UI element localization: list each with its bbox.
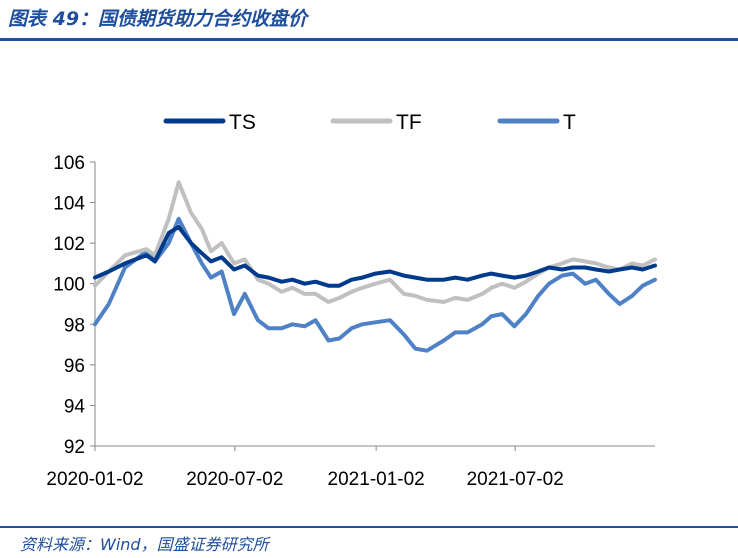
legend-label-t: T <box>563 111 576 134</box>
figure-title: 图表 49：国债期货助力合约收盘价 <box>8 8 308 30</box>
legend-label-tf: TF <box>396 111 422 134</box>
y-tick-label: 106 <box>53 153 85 174</box>
x-tick-label: 2020-07-02 <box>186 469 283 490</box>
series-line-t <box>93 216 657 353</box>
x-tick-label: 2021-07-02 <box>467 469 564 490</box>
y-tick-label: 92 <box>64 437 85 458</box>
title-rule <box>0 38 738 41</box>
x-tick-label: 2020-01-02 <box>46 469 143 490</box>
chart-legend: TS TF T <box>163 111 576 134</box>
y-tick-label: 94 <box>64 396 86 417</box>
source-rule <box>0 526 738 528</box>
y-tick-label: 100 <box>53 275 85 296</box>
chart-series <box>93 180 657 353</box>
y-tick-label: 102 <box>53 234 85 255</box>
series-line-ts <box>93 224 657 288</box>
x-tick-label: 2021-01-02 <box>328 469 425 490</box>
line-chart: 92 94 96 98 100 102 104 106 2020-01-02 2020-07-02… <box>46 111 657 490</box>
chart-axes: 92 94 96 98 100 102 104 106 2020-01-02 2020-07-02… <box>46 153 655 490</box>
y-tick-label: 104 <box>53 194 85 215</box>
y-tick-label: 98 <box>64 315 85 336</box>
legend-label-ts: TS <box>229 111 256 134</box>
y-tick-label: 96 <box>64 356 85 377</box>
series-line-tf <box>93 180 657 304</box>
source-note: 资料来源：Wind，国盛证券研究所 <box>20 535 269 554</box>
